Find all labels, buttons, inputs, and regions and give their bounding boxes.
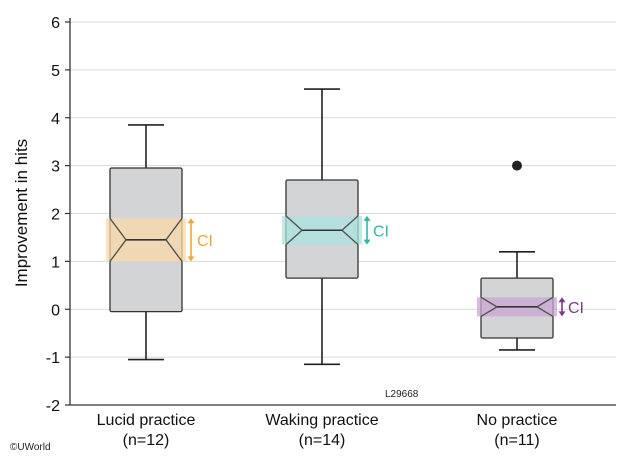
x-category-n-label: (n=14) [299,432,346,449]
y-tick-label: -2 [46,398,60,415]
ci-label: CI [197,233,213,250]
ci-arrow-head-down [187,256,195,262]
box-group: CI [477,160,584,351]
copyright-text: ©UWorld [10,442,51,453]
box-group: CI [282,88,389,366]
x-category-n-label: (n=12) [123,432,170,449]
outlier-point [512,160,522,171]
x-axis-labels: Lucid practice (n=12) Waking practice (n=14… [97,412,558,449]
y-tick-label: 5 [51,63,60,80]
boxes: CI CI CI [106,88,584,366]
y-tick-label: 4 [51,111,60,128]
y-tick-label: 0 [51,302,60,319]
figure-id-annotation: L29668 [385,389,419,400]
y-tick-label: 6 [51,15,60,32]
ci-arrow-head-up [187,218,195,224]
y-tick-label: 1 [51,254,60,271]
y-tick-label: 3 [51,159,60,176]
ci-arrow-head-up [558,297,566,303]
x-category-n-label: (n=11) [494,432,540,449]
ci-label: CI [373,223,389,240]
y-tick-label: -1 [46,350,60,367]
ci-label: CI [568,300,584,317]
ci-arrow-head-up [363,215,371,221]
y-tick-label: 2 [51,207,60,224]
x-category-label: Lucid practice [97,412,196,429]
box-group: CI [106,124,213,361]
y-axis: -2 -1 0 1 2 3 4 5 6 [46,15,616,415]
y-axis-title: Improvement in hits [12,139,31,287]
ci-arrow-head-down [558,311,566,317]
x-category-label: Waking practice [265,412,378,429]
x-category-label: No practice [477,412,558,429]
ci-arrow-head-down [363,239,371,245]
